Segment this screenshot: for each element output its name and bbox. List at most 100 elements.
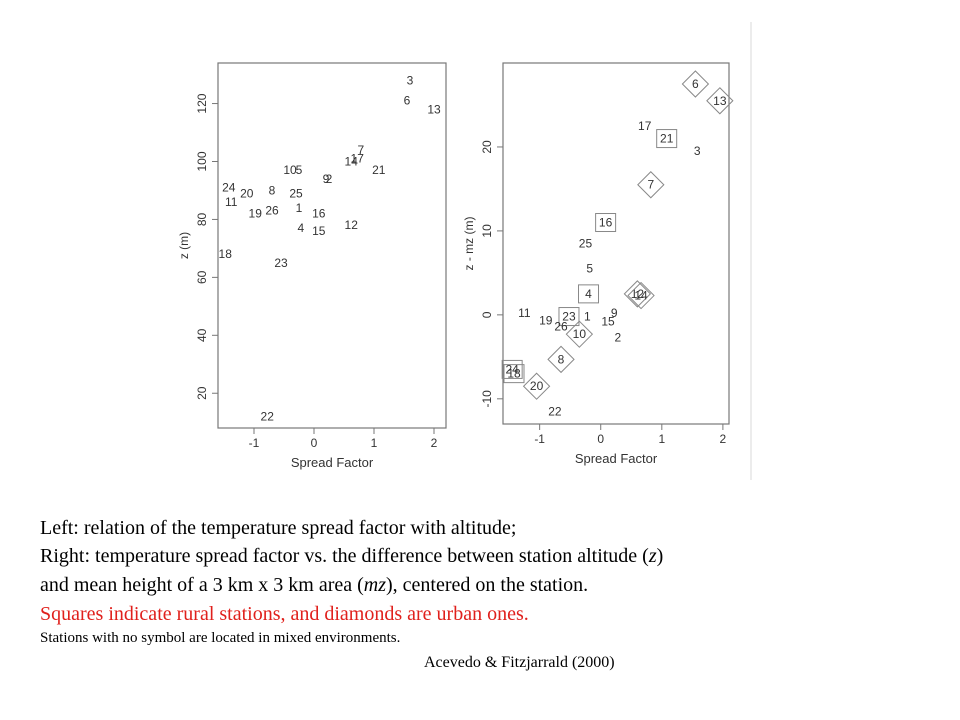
right-station-label: 16	[599, 216, 613, 230]
left-y-axis-label: z (m)	[177, 232, 191, 259]
caption-line-3-text-b: ), centered on the station.	[386, 574, 589, 596]
right-x-tick-label: 2	[720, 432, 727, 446]
right-station-label: 13	[713, 94, 727, 108]
left-y-tick-label: 60	[195, 270, 209, 284]
right-urban-diamond-marker	[623, 280, 652, 308]
right-station-label: 14	[634, 289, 648, 303]
left-station-label: 4	[297, 221, 304, 235]
right-station-label: 21	[660, 132, 674, 146]
caption-line-5-text: Stations with no symbol are located in m…	[40, 630, 401, 646]
right-rural-square-marker	[578, 284, 600, 304]
right-urban-diamond-marker	[547, 345, 575, 374]
left-station-label: 6	[404, 94, 411, 108]
right-x-tick-label: 1	[658, 432, 665, 446]
left-x-tick-label: -1	[249, 436, 260, 450]
left-x-axis-label: Spread Factor	[291, 455, 374, 470]
right-station-label: 10	[573, 327, 587, 341]
right-station-label: 25	[579, 237, 593, 251]
right-y-tick-label: 0	[480, 311, 494, 318]
left-x-tick-label: 2	[431, 436, 438, 450]
left-y-tick-label: 80	[195, 212, 209, 226]
left-station-label: 9	[323, 172, 330, 186]
caption-line-2-text-b: )	[656, 545, 664, 567]
right-station-label: 12	[631, 287, 645, 301]
right-station-label: 19	[539, 314, 553, 328]
right-urban-diamond-marker	[706, 87, 734, 115]
left-station-label: 25	[289, 186, 303, 200]
right-rural-square-marker	[501, 359, 523, 379]
left-station-label: 10	[283, 163, 297, 177]
caption-var-mz: mz	[363, 574, 387, 596]
left-station-label: 17	[351, 152, 365, 166]
caption-line-4: Squares indicate rural stations, and dia…	[40, 602, 529, 626]
right-station-label: 11	[518, 306, 531, 320]
left-station-label: 1	[296, 201, 303, 215]
right-plot-frame	[502, 62, 730, 425]
right-rural-square-marker	[503, 364, 525, 384]
left-station-label: 26	[265, 204, 279, 218]
right-x-tick-label: -1	[534, 432, 545, 446]
left-y-tick-label: 40	[195, 328, 209, 342]
left-station-label: 3	[407, 73, 414, 87]
left-station-label: 14	[345, 154, 359, 168]
right-y-tick-label: 10	[480, 224, 494, 238]
right-station-label: 23	[562, 310, 576, 324]
right-station-label: 17	[638, 119, 652, 133]
caption-line-3-text-a: and mean height of a 3 km x 3 km area (	[40, 574, 364, 596]
right-x-tick-label: 0	[597, 432, 604, 446]
left-y-tick-label: 100	[195, 151, 209, 171]
right-station-label: 22	[548, 404, 562, 418]
right-y-axis-label: z - mz (m)	[462, 217, 476, 271]
caption-line-1-text: Left: relation of the temperature spread…	[40, 517, 517, 539]
right-urban-diamond-marker	[522, 372, 551, 400]
right-urban-diamond-marker	[681, 70, 710, 98]
caption-line-4-text: Squares indicate rural stations, and dia…	[40, 603, 529, 625]
left-station-label: 15	[312, 224, 326, 238]
right-station-label: 9	[611, 306, 618, 320]
right-station-label: 8	[558, 352, 565, 366]
right-station-label: 18	[507, 367, 521, 381]
left-station-label: 22	[261, 409, 275, 423]
left-station-label: 20	[240, 186, 254, 200]
left-y-tick-label: 20	[195, 386, 209, 400]
right-x-axis-label: Spread Factor	[575, 451, 658, 466]
right-station-label: 3	[694, 144, 701, 158]
right-urban-diamond-marker	[637, 171, 665, 199]
right-rural-square-marker	[656, 129, 678, 149]
right-rural-square-marker	[595, 213, 617, 233]
right-station-label: 2	[614, 331, 621, 345]
citation: Acevedo & Fitzjarrald (2000)	[424, 654, 615, 672]
left-station-label: 19	[249, 207, 263, 221]
right-urban-diamond-marker	[627, 281, 655, 310]
right-station-label: 15	[601, 315, 615, 329]
left-station-label: 11	[225, 195, 238, 209]
right-station-label: 4	[585, 287, 592, 301]
left-y-tick-label: 120	[195, 93, 209, 113]
citation-text: Acevedo & Fitzjarrald (2000)	[424, 654, 615, 671]
caption-var-z: z	[648, 545, 657, 567]
right-station-label: 6	[692, 77, 699, 91]
right-station-label: 20	[530, 379, 544, 393]
figure-background	[0, 0, 960, 500]
left-station-label: 5	[296, 163, 303, 177]
caption-line-2-text-a: Right: temperature spread factor vs. the…	[40, 545, 649, 567]
caption-line-5: Stations with no symbol are located in m…	[40, 630, 400, 647]
left-station-label: 16	[312, 207, 326, 221]
left-station-label: 21	[372, 163, 386, 177]
left-station-label: 18	[219, 247, 233, 261]
left-station-label: 2	[326, 172, 333, 186]
right-y-tick-label: 20	[480, 140, 494, 154]
right-station-label: 7	[647, 178, 654, 192]
left-station-label: 13	[427, 102, 441, 116]
caption-line-3: and mean height of a 3 km x 3 km area (m…	[40, 573, 588, 597]
caption-line-1: Left: relation of the temperature spread…	[40, 516, 516, 540]
left-x-tick-label: 1	[371, 436, 378, 450]
left-station-label: 23	[274, 256, 288, 270]
left-station-label: 12	[345, 218, 359, 232]
right-station-label: 5	[586, 262, 593, 276]
right-y-tick-label: -10	[480, 390, 494, 408]
right-rural-square-marker	[558, 307, 580, 327]
